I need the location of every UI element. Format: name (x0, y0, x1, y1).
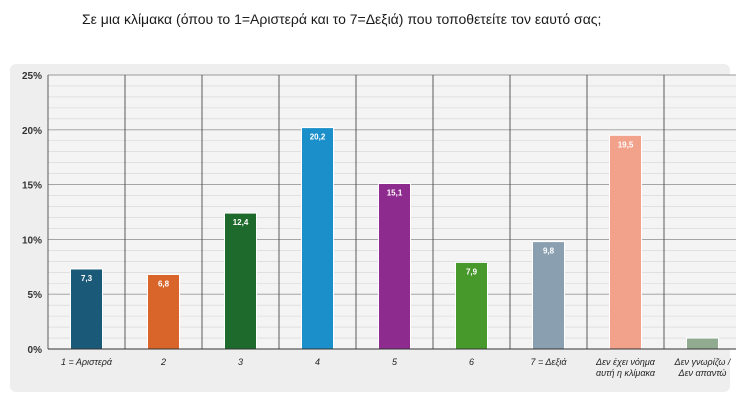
y-tick-label: 25% (22, 71, 42, 82)
data-label: 12,4 (233, 218, 249, 227)
x-tick-label: Δεν έχει νόημα αυτή η κλίμακα (595, 357, 656, 378)
x-tick-label: 7 = Δεξιά (530, 357, 567, 367)
bar (301, 127, 334, 350)
y-tick-label: 5% (28, 290, 43, 301)
y-tick-label: 0% (28, 345, 43, 356)
data-label: 6,8 (158, 279, 170, 288)
data-label: 7,9 (466, 267, 478, 276)
x-tick-label: 1 = Αριστερά (61, 357, 113, 367)
x-tick-label: 6 (469, 357, 474, 367)
data-label: 15,1 (387, 189, 403, 198)
x-tick-label-line: αυτή η κλίμακα (596, 368, 656, 378)
x-tick-label: Δεν γνωρίζω / Δεν απαντώ (674, 357, 732, 378)
bar (378, 183, 411, 350)
x-tick-label-line: 6 (469, 357, 474, 367)
data-label: 19,5 (618, 140, 634, 149)
data-label: 9,8 (543, 247, 555, 256)
bar (686, 337, 719, 350)
y-tick-label: 15% (22, 181, 42, 192)
bar (532, 241, 565, 350)
x-tick-label: 4 (315, 357, 320, 367)
bar (609, 134, 642, 350)
x-tick-label: 2 (160, 357, 166, 367)
x-tick-label-line: 5 (392, 357, 398, 367)
bar (147, 273, 180, 350)
x-tick-label: 5 (392, 357, 398, 367)
data-label: 20,2 (310, 133, 326, 142)
data-label: 7,3 (81, 274, 93, 283)
x-tick-label-line: 1 = Αριστερά (61, 357, 113, 367)
x-tick-label-line: Δεν έχει νόημα (595, 357, 656, 367)
chart-title: Σε μια κλίμακα (όπου το 1=Αριστερά και τ… (82, 11, 602, 27)
x-tick-label-line: Δεν απαντώ (678, 368, 727, 378)
x-tick-label-line: 3 (238, 357, 243, 367)
y-tick-label: 10% (22, 235, 42, 246)
x-tick-label-line: 7 = Δεξιά (530, 357, 567, 367)
bar (224, 212, 257, 350)
x-tick-label-line: 2 (160, 357, 166, 367)
x-tick-label-line: Δεν γνωρίζω / (674, 357, 732, 367)
y-tick-label: 20% (22, 126, 42, 137)
x-tick-label-line: 4 (315, 357, 320, 367)
x-tick-label: 3 (238, 357, 243, 367)
bar (455, 261, 488, 350)
